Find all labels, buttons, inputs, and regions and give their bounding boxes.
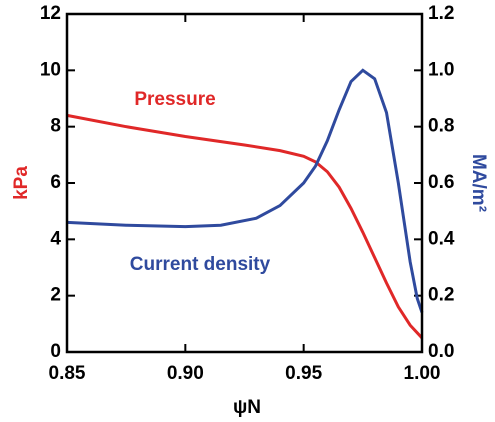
x-axis-label: ψN bbox=[233, 397, 261, 418]
x-tick-label: 0.90 bbox=[167, 363, 204, 384]
y-axis-label: kPa bbox=[11, 166, 32, 200]
y-tick-label: 2 bbox=[50, 285, 61, 306]
y-tick-label: 8 bbox=[50, 116, 61, 137]
y2-axis-label: MA/m² bbox=[468, 154, 489, 212]
series-label: Pressure bbox=[134, 89, 215, 110]
x-tick-label: 0.85 bbox=[49, 363, 86, 384]
line bbox=[66, 68, 424, 314]
y2-tick-label: 0.4 bbox=[428, 228, 455, 249]
y2-tick-label: 0.0 bbox=[428, 341, 454, 362]
y-tick-label: 4 bbox=[50, 228, 61, 249]
y2-tick-label: 0.8 bbox=[428, 116, 454, 137]
y2-tick-label: 0.2 bbox=[428, 285, 454, 306]
y2-tick-label: 1.2 bbox=[428, 3, 454, 24]
series-label: Current density bbox=[130, 254, 271, 275]
y-tick-label: 10 bbox=[40, 59, 61, 80]
plot-frame bbox=[65, 12, 424, 354]
y-tick-label: 0 bbox=[50, 341, 61, 362]
y2-tick-label: 0.6 bbox=[428, 172, 454, 193]
line bbox=[66, 113, 424, 339]
x-tick-label: 1.00 bbox=[404, 363, 441, 384]
y-tick-label: 6 bbox=[50, 172, 61, 193]
y2-tick-label: 1.0 bbox=[428, 59, 454, 80]
x-tick-label: 0.95 bbox=[285, 363, 322, 384]
y-tick-label: 12 bbox=[40, 3, 61, 24]
